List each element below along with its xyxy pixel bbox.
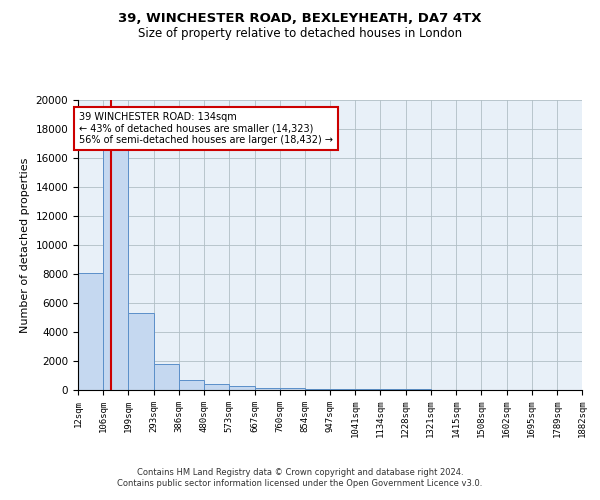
Bar <box>78 272 103 390</box>
Text: 39 WINCHESTER ROAD: 134sqm
← 43% of detached houses are smaller (14,323)
56% of : 39 WINCHESTER ROAD: 134sqm ← 43% of deta… <box>79 112 333 145</box>
Bar <box>179 380 204 390</box>
Text: Contains HM Land Registry data © Crown copyright and database right 2024.
Contai: Contains HM Land Registry data © Crown c… <box>118 468 482 487</box>
Bar <box>280 388 305 390</box>
Text: Size of property relative to detached houses in London: Size of property relative to detached ho… <box>138 28 462 40</box>
Bar <box>229 386 254 390</box>
Text: 39, WINCHESTER ROAD, BEXLEYHEATH, DA7 4TX: 39, WINCHESTER ROAD, BEXLEYHEATH, DA7 4T… <box>118 12 482 26</box>
Bar <box>204 384 229 390</box>
Bar <box>330 389 355 390</box>
Bar <box>154 364 179 390</box>
Bar <box>305 388 330 390</box>
Bar <box>254 388 280 390</box>
Y-axis label: Number of detached properties: Number of detached properties <box>20 158 30 332</box>
Bar <box>128 313 154 390</box>
Bar <box>103 150 128 390</box>
